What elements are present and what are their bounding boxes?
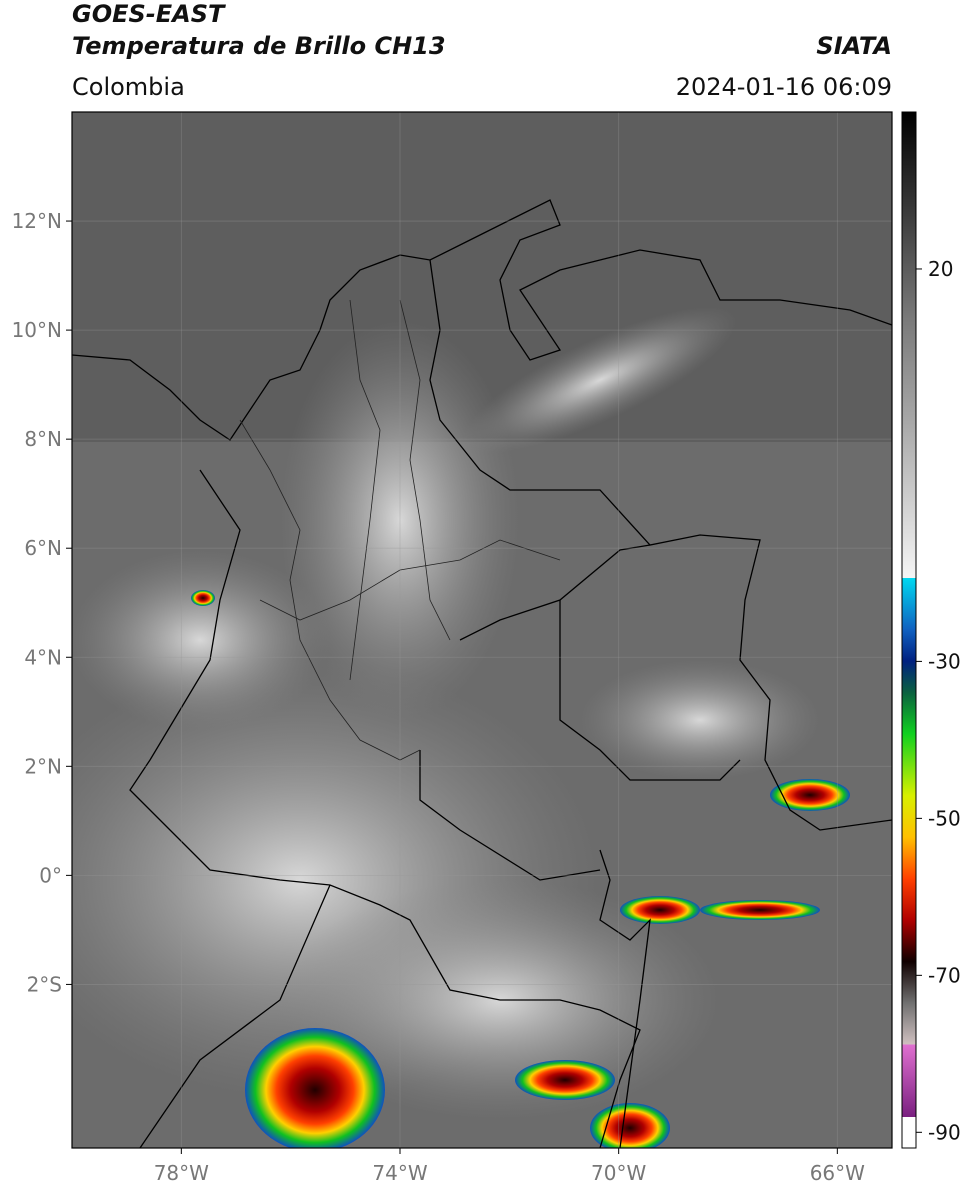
y-tick-label: 10°N (12, 318, 62, 342)
y-tick-label: 8°N (24, 427, 62, 451)
y-tick-label: 2°N (24, 754, 62, 778)
colorbar-tick-label: -90 (928, 1120, 961, 1144)
map-frame (71, 111, 893, 1149)
subtitle: Temperatura de Brillo CH13 (72, 32, 446, 60)
colorbar-tick-label: 20 (928, 257, 953, 281)
colorbar-ticks: 20 -30 -50 -70 -90 (916, 257, 961, 1144)
colorbar-tick-label: -70 (928, 963, 961, 987)
source: SIATA (816, 32, 892, 60)
colorbar-tick-label: -50 (928, 806, 961, 830)
x-tick-label: 66°W (810, 1161, 865, 1185)
colorbar-tick-label: -30 (928, 649, 961, 673)
x-tick-label: 74°W (372, 1161, 427, 1185)
map-image (72, 112, 892, 1148)
axes: 78°W 74°W 70°W 66°W 12°N 10°N 8°N 6°N 4°N 2°N 0° 2°… (12, 209, 866, 1185)
colorbar (901, 111, 917, 1149)
grid (72, 112, 892, 1148)
y-tick-label: 6°N (24, 536, 62, 560)
x-tick-label: 78°W (154, 1161, 209, 1185)
y-tick-label: 2°S (27, 972, 62, 996)
y-tick-label: 0° (39, 863, 62, 887)
y-tick-label: 4°N (24, 645, 62, 669)
x-tick-label: 70°W (591, 1161, 646, 1185)
title: GOES-EAST (72, 0, 226, 28)
region: Colombia (72, 73, 185, 101)
y-tick-label: 12°N (12, 209, 62, 233)
datetime: 2024-01-16 06:09 (676, 73, 892, 101)
